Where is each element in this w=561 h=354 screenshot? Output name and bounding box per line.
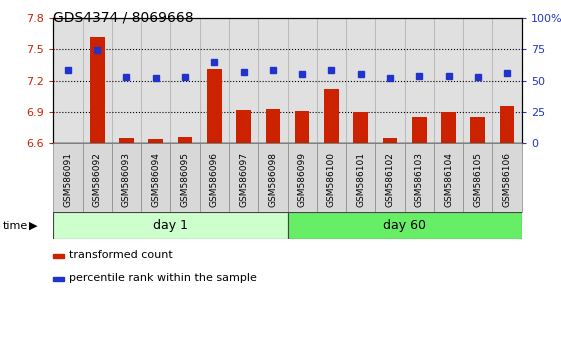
Text: ▶: ▶ (29, 221, 38, 231)
Bar (317, 143, 346, 212)
Bar (200, 143, 229, 212)
Bar (353, 113, 368, 143)
Bar (324, 89, 339, 143)
Bar (317, 18, 346, 143)
Text: GSM586091: GSM586091 (63, 152, 72, 207)
Text: day 60: day 60 (383, 219, 426, 232)
Bar (441, 112, 456, 143)
Text: time: time (3, 221, 28, 231)
Bar (200, 18, 229, 143)
Text: day 1: day 1 (153, 219, 188, 232)
Text: GSM586102: GSM586102 (385, 152, 394, 206)
Text: GSM586092: GSM586092 (93, 152, 102, 206)
Bar (53, 254, 63, 258)
Bar (141, 143, 171, 212)
Bar (471, 117, 485, 143)
Bar (404, 143, 434, 212)
Bar (383, 138, 397, 143)
Bar (346, 143, 375, 212)
Text: GSM586093: GSM586093 (122, 152, 131, 207)
Bar (149, 139, 163, 143)
Text: GSM586104: GSM586104 (444, 152, 453, 206)
Bar (375, 143, 404, 212)
Bar (463, 143, 493, 212)
Bar (434, 18, 463, 143)
Bar (229, 143, 258, 212)
Bar (287, 212, 522, 239)
Bar (236, 110, 251, 143)
Bar (90, 36, 104, 143)
Text: GSM586098: GSM586098 (268, 152, 277, 207)
Bar (112, 18, 141, 143)
Bar (287, 18, 317, 143)
Bar (287, 143, 317, 212)
Bar (112, 143, 141, 212)
Bar (412, 117, 426, 143)
Bar (53, 143, 82, 212)
Bar (119, 138, 134, 143)
Text: GSM586106: GSM586106 (503, 152, 512, 207)
Text: percentile rank within the sample: percentile rank within the sample (69, 273, 256, 283)
Text: GSM586101: GSM586101 (356, 152, 365, 207)
Bar (295, 112, 310, 143)
Bar (265, 109, 280, 143)
Bar (258, 143, 287, 212)
Bar (346, 18, 375, 143)
Text: GDS4374 / 8069668: GDS4374 / 8069668 (53, 11, 194, 25)
Bar (375, 18, 404, 143)
Text: transformed count: transformed count (69, 250, 172, 260)
Bar (258, 18, 287, 143)
Text: GSM586105: GSM586105 (473, 152, 482, 207)
Text: GSM586099: GSM586099 (298, 152, 307, 207)
Bar (434, 143, 463, 212)
Bar (493, 18, 522, 143)
Bar (463, 18, 493, 143)
Bar (53, 277, 63, 281)
Text: GSM586097: GSM586097 (239, 152, 248, 207)
Text: GSM586096: GSM586096 (210, 152, 219, 207)
Bar (178, 137, 192, 143)
Bar (229, 18, 258, 143)
Bar (53, 18, 82, 143)
Bar (493, 143, 522, 212)
Bar (404, 18, 434, 143)
Bar (500, 106, 514, 143)
Text: GSM586100: GSM586100 (327, 152, 336, 207)
Bar (82, 18, 112, 143)
Text: GSM586094: GSM586094 (151, 152, 160, 206)
Text: GSM586103: GSM586103 (415, 152, 424, 207)
Bar (171, 143, 200, 212)
Text: GSM586095: GSM586095 (181, 152, 190, 207)
Bar (82, 143, 112, 212)
Bar (141, 18, 171, 143)
Bar (207, 69, 222, 143)
Bar (171, 18, 200, 143)
Bar (53, 212, 287, 239)
